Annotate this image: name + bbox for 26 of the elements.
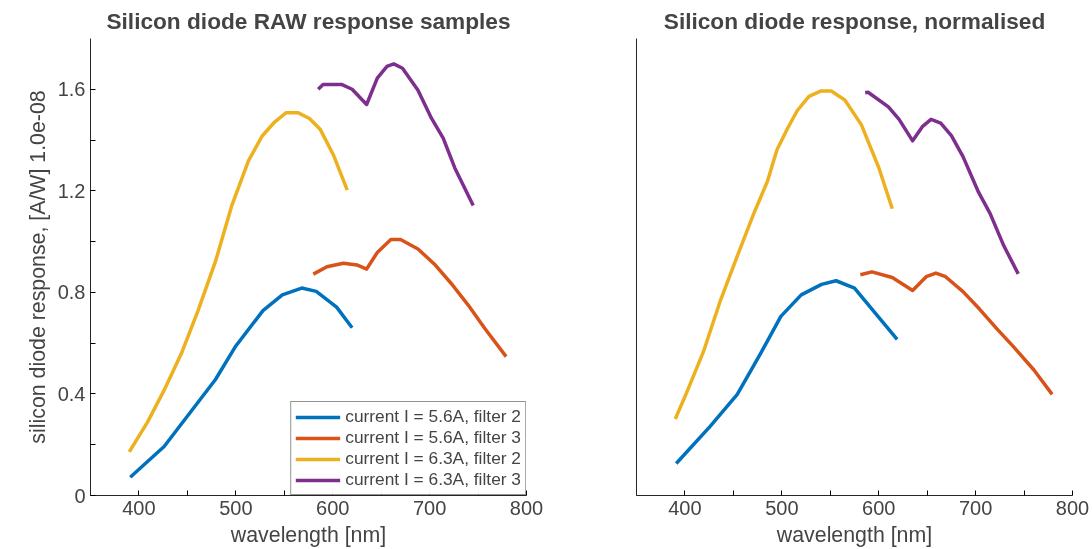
- x-axis-title: wavelength [nm]: [229, 522, 387, 547]
- chart-title: Silicon diode RAW response samples: [106, 7, 511, 34]
- chart-title: Silicon diode response, normalised: [663, 7, 1046, 34]
- x-tick-label: 800: [509, 496, 544, 519]
- y-tick-label: 1.6: [57, 78, 86, 101]
- y-tick-label: 0.8: [57, 281, 86, 304]
- x-tick-label: 500: [219, 496, 253, 519]
- line-series: [311, 237, 508, 359]
- x-tick-label: 700: [412, 496, 447, 519]
- x-tick-label: 500: [765, 496, 799, 519]
- x-axis-title: wavelength [nm]: [775, 522, 933, 547]
- x-tick-label: 600: [316, 496, 350, 519]
- x-tick-label: 800: [1055, 496, 1090, 519]
- y-tick-label: 0.4: [57, 382, 86, 405]
- y-tick-label: 0: [74, 484, 86, 507]
- legend-label: current I = 6.3A, filter 2: [345, 448, 521, 469]
- legend-label: current I = 5.6A, filter 3: [345, 427, 521, 448]
- x-tick-label: 600: [862, 496, 896, 519]
- y-axis-title: silicon diode response, [A/W] 1.0e-08: [25, 90, 50, 444]
- x-tick-label: 400: [668, 496, 702, 519]
- x-tick-label: 400: [122, 496, 156, 519]
- legend-label: current I = 6.3A, filter 3: [345, 469, 521, 490]
- y-tick-label: 1.2: [57, 179, 86, 202]
- x-tick-label: 700: [958, 496, 993, 519]
- legend-label: current I = 5.6A, filter 2: [345, 406, 521, 427]
- line-series: [316, 62, 475, 208]
